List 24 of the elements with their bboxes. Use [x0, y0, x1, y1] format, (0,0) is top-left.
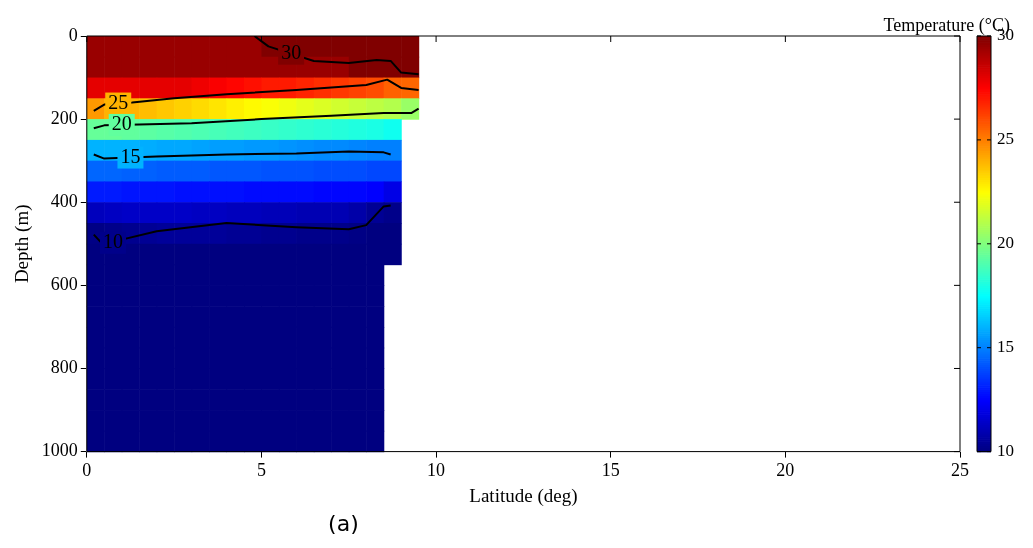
series-label: 10	[103, 230, 123, 253]
x-tick-label: 15	[601, 460, 620, 481]
y-tick-label: 800	[50, 357, 78, 378]
series-label: 15	[120, 144, 141, 167]
y-axis-title: Depth (m)	[11, 204, 34, 284]
x-tick-label: 10	[427, 460, 446, 481]
text: (a)	[328, 510, 359, 536]
y-tick-label: 400	[50, 190, 78, 211]
x-tick-label: 25	[951, 460, 969, 481]
y-tick-label: 600	[50, 274, 78, 295]
y-tick-label: 1000	[41, 440, 78, 461]
y-tick-label: 200	[50, 107, 78, 128]
color-bar-label: 25	[997, 129, 1014, 149]
x-axis-title: Latitude (deg)	[469, 484, 578, 507]
color-bar-label: 15	[997, 337, 1014, 357]
series-label: 25	[108, 90, 129, 113]
x-tick-label: 0	[82, 460, 92, 481]
x-tick-label: 20	[776, 460, 795, 481]
x-tick-label: 5	[256, 460, 266, 481]
series-label: 20	[111, 112, 132, 135]
y-tick-label: 0	[68, 24, 78, 45]
color-bar-label: 20	[997, 233, 1014, 253]
legend-label: 30	[281, 40, 302, 63]
color-bar-label: 10	[997, 441, 1014, 461]
